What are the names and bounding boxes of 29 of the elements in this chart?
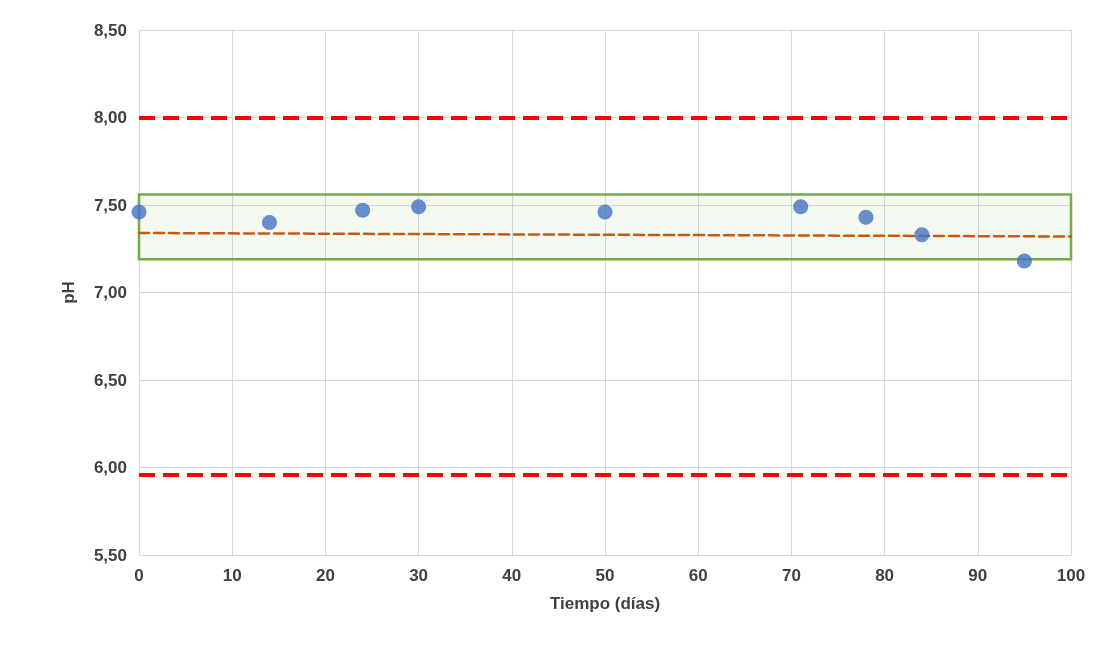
point	[597, 204, 613, 220]
x-tick-label: 60	[688, 566, 708, 585]
x-tick-label: 40	[502, 566, 522, 585]
x-tick-label: 90	[968, 566, 988, 585]
x-tick-label: 30	[409, 566, 429, 585]
point	[914, 227, 930, 243]
x-tick-label: 80	[875, 566, 895, 585]
y-tick-label: 7,50	[93, 195, 127, 215]
point	[131, 204, 147, 220]
y-tick-label: 5,50	[93, 545, 127, 565]
x-tick-label: 70	[781, 566, 801, 585]
x-tick-label: 100	[1056, 566, 1086, 585]
x-tick-label: 0	[134, 566, 144, 585]
x-tick-label: 10	[222, 566, 242, 585]
x-tick-label: 20	[315, 566, 335, 585]
y-tick-label: 7,00	[93, 283, 127, 302]
x-tick-label: 50	[595, 566, 615, 585]
y-axis-title: pH	[59, 281, 78, 304]
point	[262, 215, 277, 230]
point	[858, 209, 874, 225]
y-tick-label: 8,50	[93, 20, 127, 40]
point	[411, 199, 427, 215]
y-tick-label: 8,00	[93, 108, 127, 127]
y-tick-label: 6,00	[93, 458, 127, 477]
x-axis-title: Tiempo (días)	[549, 594, 661, 613]
point	[1016, 253, 1032, 269]
point	[355, 202, 371, 218]
point	[793, 199, 809, 215]
y-tick-label: 6,50	[93, 370, 127, 390]
